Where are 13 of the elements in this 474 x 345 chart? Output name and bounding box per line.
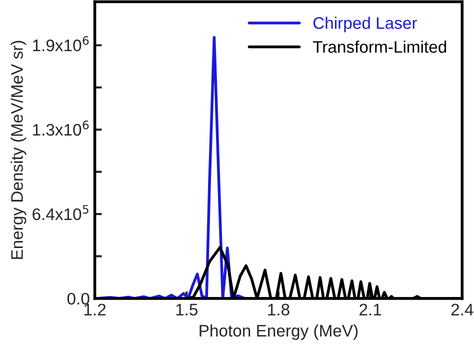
legend-label: Chirped Laser <box>313 16 417 32</box>
y-tick-label: 0.0 <box>67 292 90 305</box>
legend-label: Transform-Limited <box>312 40 446 53</box>
x-tick-label: 1.5 <box>176 304 198 316</box>
x-tick-label: 2.4 <box>451 304 474 316</box>
y-tick-label: 6.4x10$^{5}$ <box>32 205 88 220</box>
x-axis-title: Photon Energy (MeV) <box>200 324 358 340</box>
x-tick-label: 1.2 <box>84 304 106 316</box>
x-tick-label: 1.8 <box>268 304 290 316</box>
y-axis-title: Energy Density (MeV/MeV sr) <box>10 40 26 259</box>
y-tick-label: 1.3x10$^{6}$ <box>33 120 89 136</box>
y-tick-label: 1.9x10$^{6}$ <box>33 36 89 52</box>
x-tick-label: 2.1 <box>360 304 382 316</box>
